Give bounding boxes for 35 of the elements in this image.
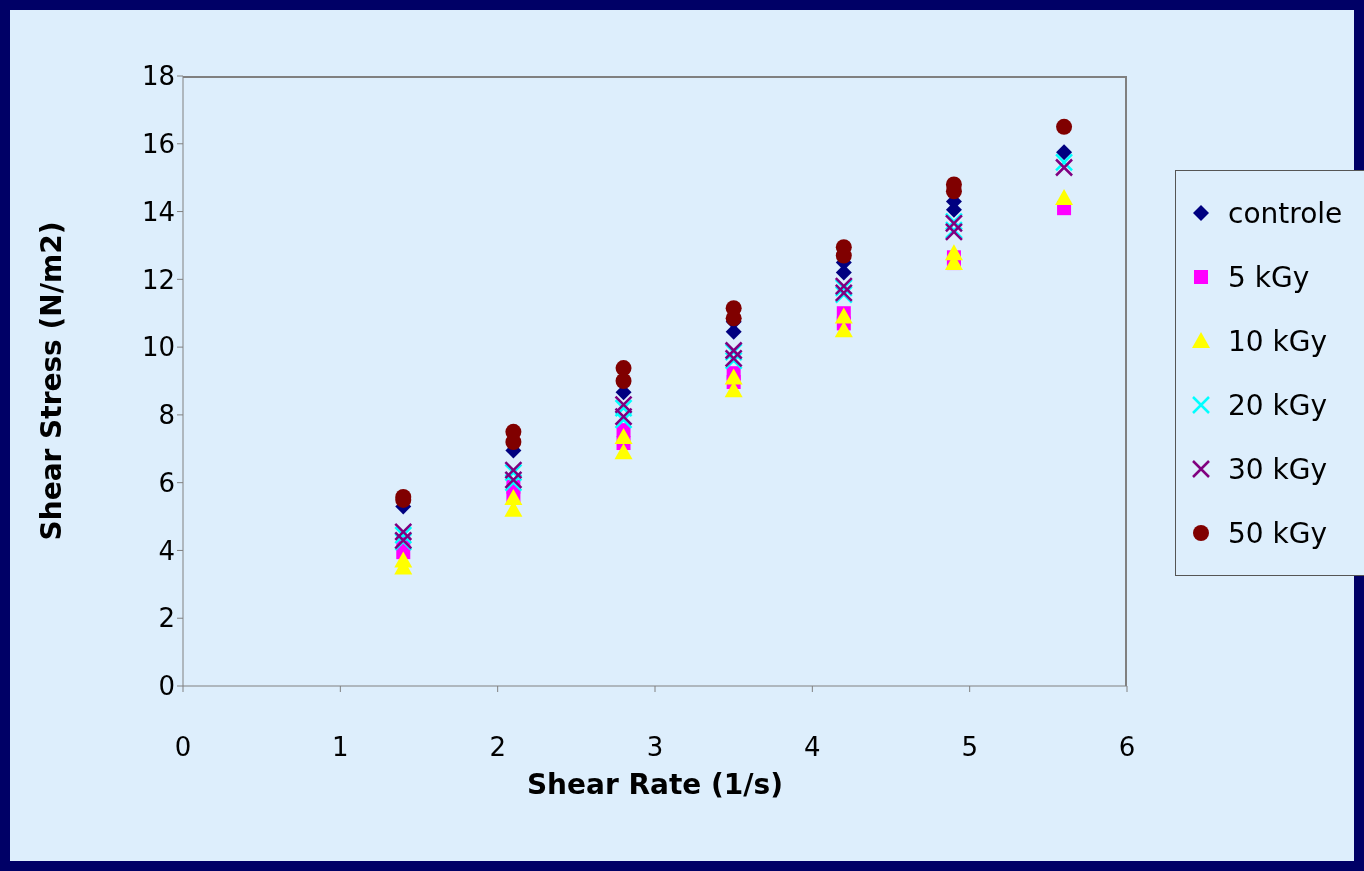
y-tick-label: 4: [158, 535, 175, 566]
y-tick-label: 10: [141, 332, 175, 363]
y-tick-label: 6: [158, 467, 175, 498]
x-tick-label: 6: [1118, 732, 1136, 763]
point: [505, 434, 522, 450]
y-tick-label: 18: [141, 61, 175, 92]
legend-label: 5 kGy: [1228, 260, 1310, 294]
y-tick-label: 8: [158, 400, 175, 431]
point: [1055, 189, 1074, 205]
y-tick-label: 2: [158, 603, 175, 634]
point: [615, 373, 632, 389]
point: [724, 368, 743, 385]
legend-label: 20 kGy: [1228, 388, 1328, 422]
x-tick-label: 4: [804, 732, 821, 763]
point: [614, 427, 633, 444]
point: [614, 443, 633, 460]
y-tick-label: 0: [158, 671, 175, 702]
x-tick-label: 1: [332, 732, 349, 763]
y-tick-label: 14: [141, 196, 175, 227]
point: [1054, 158, 1074, 177]
legend-label: 10 kGy: [1228, 324, 1328, 358]
legend-label: 30 kGy: [1228, 452, 1328, 486]
y-tick-label: 16: [141, 129, 175, 160]
legend-label: 50 kGy: [1228, 516, 1328, 550]
point: [1054, 153, 1074, 172]
point: [1056, 144, 1073, 161]
point: [1056, 118, 1073, 135]
y-tick-label: 12: [141, 264, 175, 295]
x-axis-title: Shear Rate (1/s): [526, 768, 784, 801]
legend-label: controle: [1228, 196, 1343, 230]
x-tick-label: 5: [961, 732, 978, 763]
x-tick-label: 2: [489, 732, 506, 763]
point: [834, 321, 853, 338]
x-tick-label: 3: [646, 732, 664, 763]
y-axis-title: Shear Stress (N/m2): [34, 221, 68, 541]
